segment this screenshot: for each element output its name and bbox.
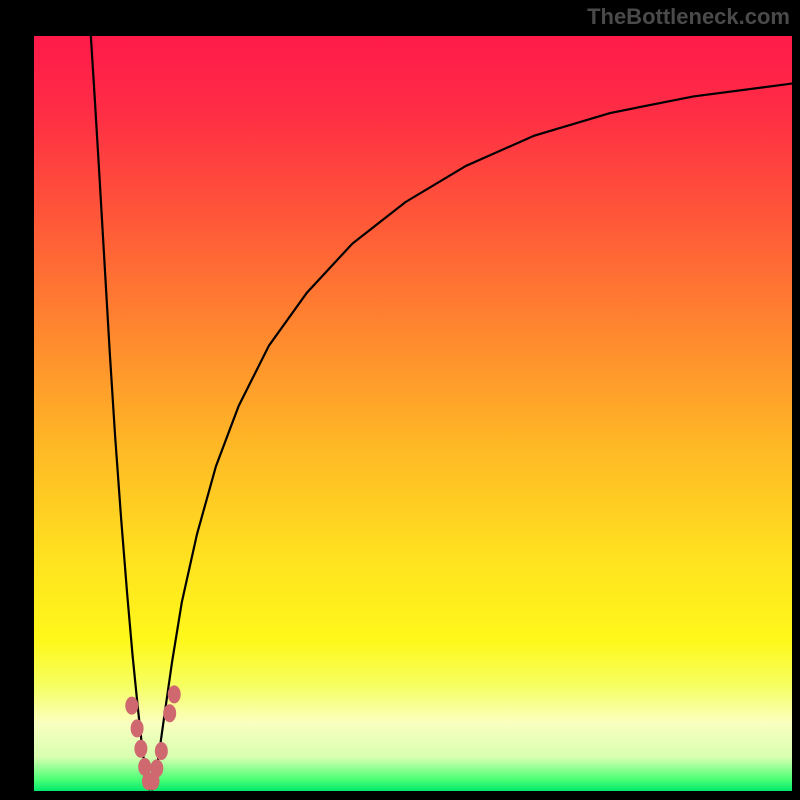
chart-container: TheBottleneck.com [0, 0, 800, 800]
marker-point [155, 742, 168, 760]
marker-point [134, 740, 147, 758]
marker-point [150, 759, 163, 777]
watermark-text: TheBottleneck.com [587, 4, 790, 30]
marker-point [131, 719, 144, 737]
plot-area [34, 36, 792, 791]
marker-point [163, 704, 176, 722]
gradient-background [34, 36, 792, 791]
marker-point [168, 685, 181, 703]
plot-svg [34, 36, 792, 791]
marker-point [125, 697, 138, 715]
